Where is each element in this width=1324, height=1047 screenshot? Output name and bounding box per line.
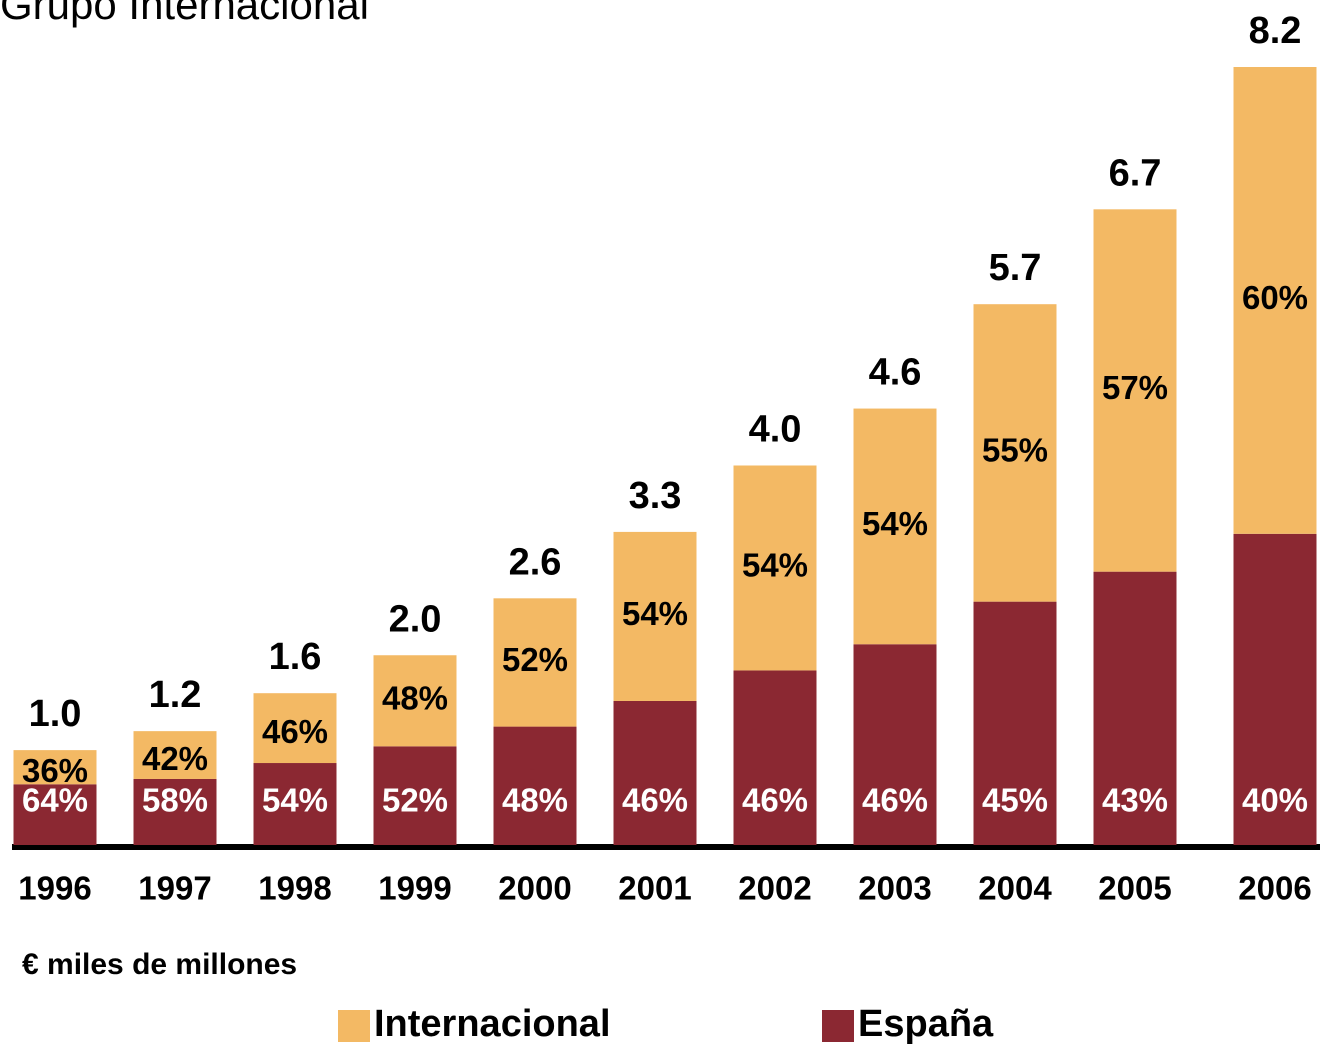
x-tick-label: 2004: [978, 870, 1052, 907]
value-label: 54%: [262, 782, 328, 819]
bar-segment: [853, 644, 937, 845]
bar-segment: [253, 763, 337, 845]
value-label: 57%: [1102, 369, 1168, 406]
value-label: 54%: [862, 505, 928, 542]
total-label: 1.0: [29, 693, 82, 735]
value-label: 42%: [142, 740, 208, 777]
total-label: 2.0: [389, 598, 442, 640]
bar-segment: [13, 750, 97, 785]
bar-segment: [493, 726, 577, 845]
legend-swatch: [822, 1010, 854, 1042]
value-label: 60%: [1242, 279, 1308, 316]
bar-segment: [1093, 209, 1177, 572]
x-tick-label: 1999: [378, 870, 451, 907]
x-tick-label: 2003: [858, 870, 931, 907]
value-label: 40%: [1242, 782, 1308, 819]
total-label: 1.2: [149, 674, 202, 716]
bar-segment: [973, 601, 1057, 845]
total-label: 4.0: [749, 409, 802, 451]
x-tick-label: 1998: [258, 870, 331, 907]
value-label: 46%: [622, 782, 688, 819]
value-label: 43%: [1102, 782, 1168, 819]
total-label: 6.7: [1109, 152, 1162, 194]
total-label: 8.2: [1249, 10, 1302, 52]
bar-segment: [733, 670, 817, 845]
chart-title: Grupo Internacional: [0, 0, 369, 28]
x-tick-label: 2005: [1098, 870, 1171, 907]
value-label: 58%: [142, 782, 208, 819]
bar-segment: [613, 531, 697, 701]
value-label: 54%: [742, 547, 808, 584]
value-label: 52%: [502, 641, 568, 678]
value-label: 46%: [262, 713, 328, 750]
bar-segment: [973, 304, 1057, 602]
bar-segment: [1233, 67, 1317, 534]
bar-segment: [1233, 533, 1317, 845]
value-label: 45%: [982, 782, 1048, 819]
x-tick-label: 2001: [618, 870, 691, 907]
value-label: 46%: [742, 782, 808, 819]
x-tick-label: 1997: [138, 870, 211, 907]
bar-segment: [133, 778, 217, 845]
bar-segment: [13, 784, 97, 845]
legend-swatch: [338, 1010, 370, 1042]
total-label: 3.3: [629, 475, 682, 517]
x-tick-label: 2002: [738, 870, 811, 907]
value-label: 48%: [382, 680, 448, 717]
value-label: 55%: [982, 432, 1048, 469]
bar-segment: [253, 693, 337, 764]
x-tick-label: 2006: [1238, 870, 1311, 907]
bar-segment: [493, 598, 577, 727]
bar-segment: [853, 408, 937, 645]
total-label: 4.6: [869, 352, 922, 394]
x-tick-label: 2000: [498, 870, 571, 907]
unit-note: € miles de millones: [22, 948, 297, 981]
total-label: 5.7: [989, 247, 1042, 289]
value-label: 64%: [22, 782, 88, 819]
total-label: 2.6: [509, 541, 562, 583]
legend-label: Internacional: [374, 1003, 611, 1045]
bar-segment: [733, 465, 817, 671]
x-tick-label: 1996: [18, 870, 91, 907]
total-label: 1.6: [269, 636, 322, 678]
bar-segment: [1093, 571, 1177, 845]
bar-segment: [373, 746, 457, 845]
bar-segment: [373, 655, 457, 747]
bar-segment: [133, 731, 217, 779]
value-label: 54%: [622, 595, 688, 632]
value-label: 46%: [862, 782, 928, 819]
value-label: 36%: [22, 752, 88, 789]
value-label: 48%: [502, 782, 568, 819]
bar-segment: [613, 700, 697, 845]
legend-label: España: [858, 1003, 994, 1045]
value-label: 52%: [382, 782, 448, 819]
